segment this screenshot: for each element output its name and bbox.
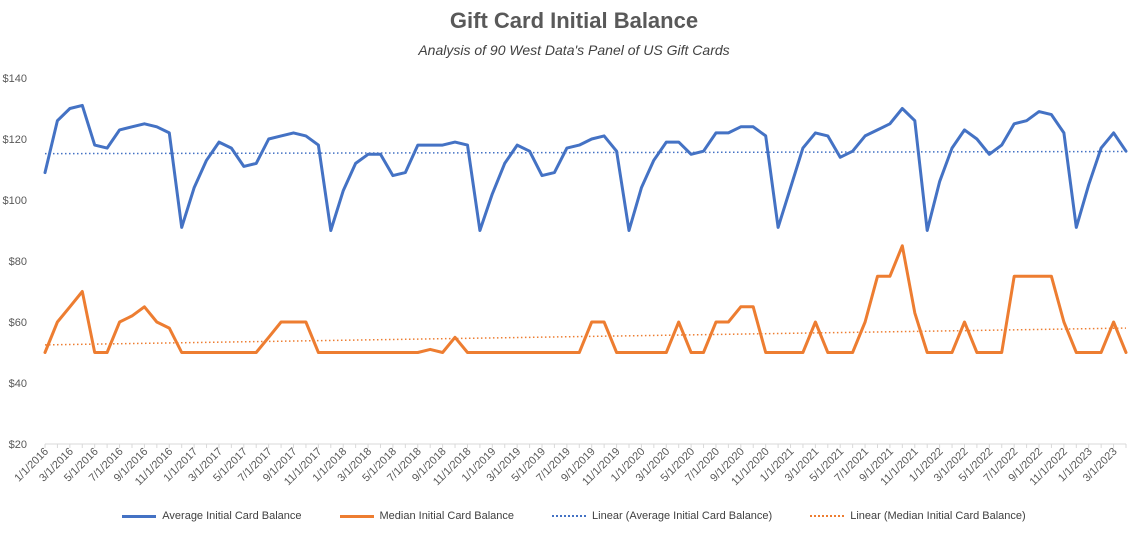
chart-title: Gift Card Initial Balance [449,8,699,33]
legend: Average Initial Card Balance Median Init… [0,510,1148,522]
series-line-median [43,244,1128,354]
legend-swatch-median [339,514,374,518]
legend-item-trend-average: Linear (Average Initial Card Balance) [552,510,772,522]
trendline-average [44,150,1127,155]
y-tick-label: $120 [3,134,27,146]
series-line-average [43,103,1128,232]
chart-subtitle: Analysis of 90 West Data's Panel of US G… [418,42,730,58]
legend-swatch-average [122,514,157,518]
y-tick-label: $20 [9,439,27,451]
y-tick-label: $60 [9,317,27,329]
legend-label-trend-median: Linear (Median Initial Card Balance) [850,510,1026,522]
y-tick-label: $80 [9,256,27,268]
legend-label-median: Median Initial Card Balance [379,510,515,522]
y-tick-label: $40 [9,378,27,390]
legend-item-median: Median Initial Card Balance [339,510,515,522]
legend-swatch-trend-average [552,515,587,517]
legend-item-trend-median: Linear (Median Initial Card Balance) [810,510,1026,522]
legend-label-average: Average Initial Card Balance [162,510,302,522]
legend-swatch-trend-median [810,515,845,517]
y-tick-label: $140 [3,73,27,85]
legend-label-trend-average: Linear (Average Initial Card Balance) [592,510,773,522]
y-tick-label: $100 [3,195,27,207]
legend-item-average: Average Initial Card Balance [122,510,302,522]
